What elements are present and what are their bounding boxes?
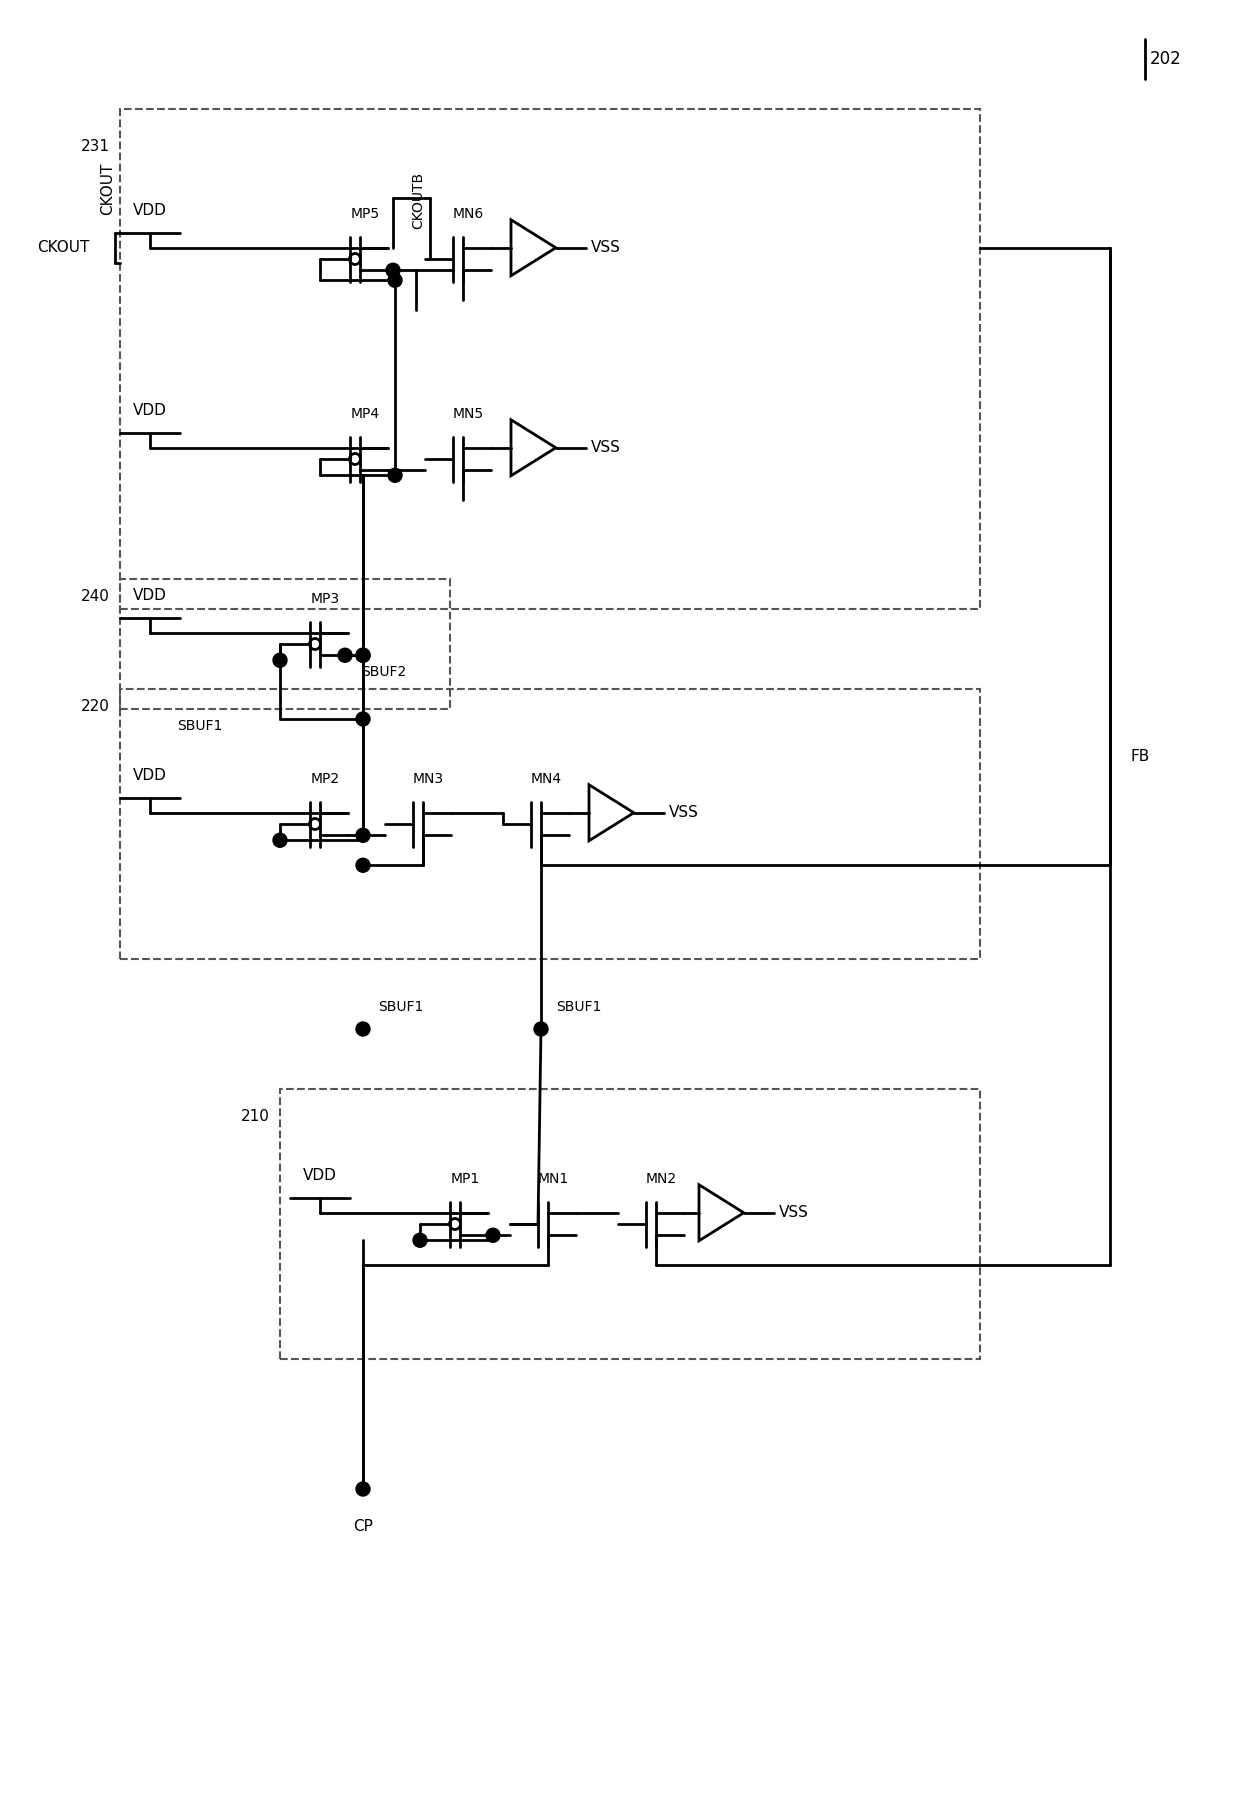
Text: VDD: VDD (303, 1169, 337, 1183)
Text: 202: 202 (1149, 51, 1182, 69)
Text: VDD: VDD (133, 203, 167, 217)
Circle shape (486, 1228, 500, 1243)
Text: FB: FB (1130, 749, 1149, 763)
Text: MP4: MP4 (351, 407, 379, 421)
Text: VSS: VSS (668, 805, 698, 819)
Text: MN4: MN4 (531, 772, 562, 785)
Circle shape (273, 834, 286, 847)
Circle shape (356, 829, 370, 843)
Circle shape (356, 648, 370, 662)
Circle shape (356, 648, 370, 662)
Text: MP2: MP2 (310, 772, 340, 785)
Text: SBUF1: SBUF1 (378, 1000, 423, 1015)
Text: VDD: VDD (133, 588, 167, 602)
Text: CP: CP (353, 1520, 373, 1534)
Text: 240: 240 (81, 590, 110, 604)
Circle shape (356, 1482, 370, 1496)
Circle shape (386, 264, 401, 277)
Circle shape (356, 857, 370, 872)
Circle shape (339, 648, 352, 662)
Text: VDD: VDD (133, 403, 167, 418)
Text: MN5: MN5 (453, 407, 484, 421)
Text: SBUF2: SBUF2 (361, 666, 407, 678)
Circle shape (413, 1234, 427, 1246)
Text: MP5: MP5 (351, 206, 379, 221)
Text: CKOUT: CKOUT (100, 163, 115, 215)
Text: MP3: MP3 (310, 592, 340, 606)
Text: MN6: MN6 (453, 206, 484, 221)
Text: 220: 220 (81, 698, 110, 715)
Circle shape (388, 469, 402, 483)
Text: VSS: VSS (590, 440, 621, 456)
Text: 231: 231 (81, 139, 110, 154)
Text: CKOUTB: CKOUTB (410, 172, 425, 230)
Text: MP1: MP1 (450, 1172, 480, 1187)
Text: SBUF1: SBUF1 (556, 1000, 601, 1015)
Text: MN3: MN3 (413, 772, 444, 785)
Circle shape (356, 1022, 370, 1037)
Text: VSS: VSS (779, 1205, 808, 1221)
Text: VSS: VSS (590, 241, 621, 255)
Circle shape (273, 653, 286, 668)
Circle shape (388, 273, 402, 288)
Circle shape (356, 713, 370, 725)
Text: MN2: MN2 (646, 1172, 677, 1187)
Circle shape (534, 1022, 548, 1037)
Text: MN1: MN1 (537, 1172, 569, 1187)
Text: VDD: VDD (133, 767, 167, 783)
Text: CKOUT: CKOUT (37, 241, 91, 255)
Text: SBUF1: SBUF1 (177, 718, 223, 733)
Text: 210: 210 (241, 1109, 270, 1123)
